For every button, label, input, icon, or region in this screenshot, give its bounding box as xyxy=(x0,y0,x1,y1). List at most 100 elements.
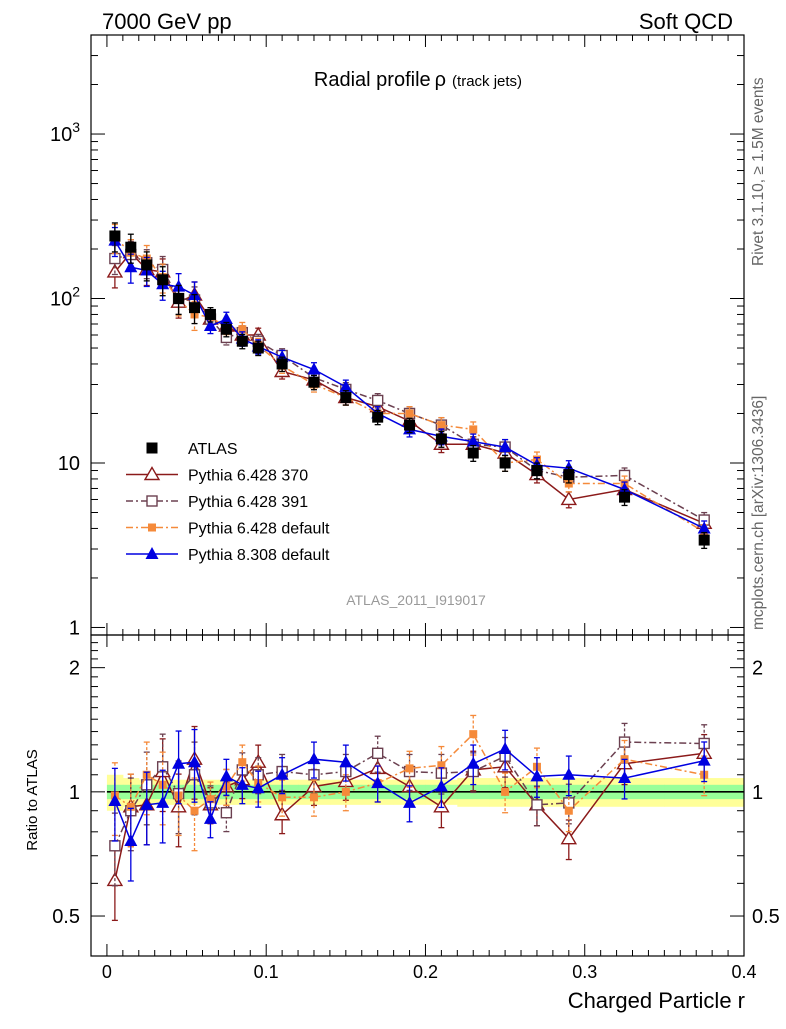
ratio-point-pdefault xyxy=(564,806,573,815)
ratio-line-p370 xyxy=(114,752,705,881)
main-point-p8 xyxy=(697,521,711,534)
ratio-point-pdefault xyxy=(190,806,199,815)
ratio-point-p8 xyxy=(156,795,170,808)
main-point-atlas xyxy=(563,469,575,481)
ratio-point-p8 xyxy=(498,742,512,755)
ratio-point-pdefault xyxy=(309,793,318,802)
main-point-atlas xyxy=(276,358,288,370)
main-point-atlas xyxy=(252,342,264,354)
main-y-tick-label: 103 xyxy=(50,119,80,146)
main-point-atlas xyxy=(141,259,153,271)
main-point-atlas xyxy=(404,419,416,431)
ratio-point-p8 xyxy=(108,794,122,807)
main-title-symbol: ρ xyxy=(435,69,446,91)
main-point-p8 xyxy=(124,260,138,273)
ratio-point-p391 xyxy=(220,807,233,819)
legend-label-p391: Pythia 6.428 391 xyxy=(188,494,308,511)
ratio-y-tick-label-left: 0.5 xyxy=(52,906,80,928)
main-point-atlas xyxy=(308,376,320,388)
main-point-atlas xyxy=(204,308,216,320)
ratio-ylabel: Ratio to ATLAS xyxy=(24,749,41,850)
main-point-atlas xyxy=(125,241,137,253)
main-point-atlas xyxy=(173,293,185,305)
main-point-p370 xyxy=(560,491,578,506)
ratio-point-p8 xyxy=(697,753,711,766)
ratio-point-p370 xyxy=(273,806,291,821)
ratio-y-tick-label-left: 1 xyxy=(69,782,80,804)
x-tick-label: 0.2 xyxy=(413,962,438,982)
main-y-tick-label: 10 xyxy=(58,453,80,475)
main-point-atlas xyxy=(467,447,479,459)
ratio-point-p8 xyxy=(339,755,353,768)
main-title-text: Radial profile xyxy=(314,69,431,91)
ratio-point-p8 xyxy=(251,781,265,794)
main-point-pdefault xyxy=(238,325,247,334)
chart-marks: 0 0.1 0.2 0.3 0.4 1 10 102 103 0.5 0.5 1 1 2 2 ATLAS Pyt… xyxy=(50,34,780,982)
main-point-atlas xyxy=(157,274,169,286)
main-title-note: (track jets) xyxy=(452,73,522,90)
ratio-point-p8 xyxy=(618,771,632,784)
x-axis-label: Charged Particle r xyxy=(568,988,745,1013)
main-line-p391 xyxy=(114,253,705,521)
x-tick-label: 0.3 xyxy=(572,962,597,982)
legend: ATLAS Pythia 6.428 370 Pythia 6.428 391 Pyt… xyxy=(126,441,330,564)
legend-marker-pdefault xyxy=(148,523,156,532)
main-line-pdefault xyxy=(114,236,705,533)
main-point-p8 xyxy=(307,362,321,375)
main-point-p8 xyxy=(219,312,233,325)
legend-label-p8: Pythia 8.308 default xyxy=(188,547,330,564)
main-point-atlas xyxy=(220,323,232,335)
legend-label-pdefault: Pythia 6.428 default xyxy=(188,521,330,538)
ratio-point-p8 xyxy=(235,777,249,790)
ratio-y-tick-label-left: 2 xyxy=(69,658,80,680)
ratio-point-p391 xyxy=(371,747,384,760)
ratio-line-p391 xyxy=(114,741,705,847)
legend-label-atlas: ATLAS xyxy=(188,441,238,458)
ratio-y-tick-label-right: 2 xyxy=(752,658,763,680)
main-point-pdefault xyxy=(437,421,446,430)
main-point-p8 xyxy=(203,319,217,332)
analysis-label: ATLAS_2011_I919017 xyxy=(346,592,486,608)
ratio-y-tick-label-right: 1 xyxy=(752,782,763,804)
ratio-point-p8 xyxy=(307,752,321,765)
main-series-p391 xyxy=(109,240,710,530)
main-y-tick-label: 1 xyxy=(69,617,80,639)
main-point-p8 xyxy=(466,434,480,447)
main-point-p8 xyxy=(339,379,353,392)
mcplots-label: mcplots.cern.ch [arXiv:1306.3436] xyxy=(750,396,767,630)
main-series-atlas xyxy=(109,222,710,550)
ratio-point-p8 xyxy=(124,834,138,847)
main-y-tick-label: 102 xyxy=(50,284,80,311)
main-point-atlas xyxy=(189,302,201,314)
ratio-point-p391 xyxy=(531,799,543,811)
ratio-point-p8 xyxy=(434,779,448,792)
ratio-point-p8 xyxy=(371,776,385,789)
ratio-point-p8 xyxy=(562,767,576,780)
ratio-y-tick-label-right: 0.5 xyxy=(752,906,780,928)
main-point-atlas xyxy=(531,465,543,477)
main-point-atlas xyxy=(236,335,248,347)
main-series-p8 xyxy=(108,226,711,538)
ratio-point-p370 xyxy=(560,830,578,845)
ratio-point-p391 xyxy=(109,840,121,852)
ratio-series-p8 xyxy=(108,728,711,882)
ratio-point-p8 xyxy=(219,769,233,782)
ratio-point-p8 xyxy=(140,797,154,810)
main-point-pdefault xyxy=(469,425,478,434)
x-tick-label: 0 xyxy=(102,962,112,982)
main-point-atlas xyxy=(619,491,631,503)
ratio-point-pdefault xyxy=(405,764,414,773)
main-point-atlas xyxy=(372,411,384,423)
ratio-point-p8 xyxy=(188,755,202,768)
main-point-p391 xyxy=(371,394,384,407)
ratio-point-p8 xyxy=(275,767,289,780)
ratio-point-pdefault xyxy=(501,787,510,796)
ratio-point-pdefault xyxy=(126,802,135,811)
main-frame xyxy=(90,34,745,636)
main-line-p8 xyxy=(114,240,705,530)
main-point-atlas xyxy=(435,433,447,445)
legend-marker-atlas xyxy=(146,442,158,454)
ratio-point-pdefault xyxy=(437,761,446,770)
ratio-point-pdefault xyxy=(278,793,287,802)
